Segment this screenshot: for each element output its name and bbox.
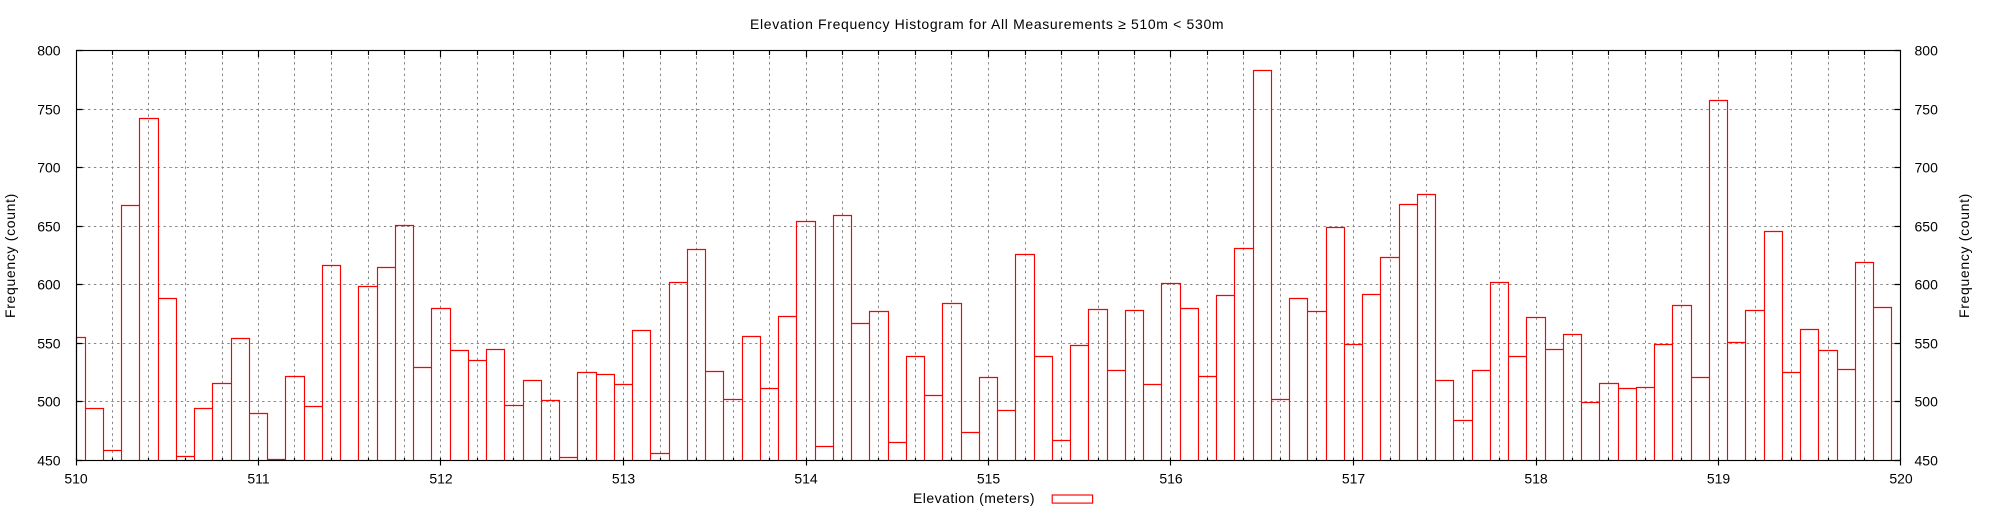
svg-text:517: 517 bbox=[1342, 471, 1366, 487]
svg-text:700: 700 bbox=[37, 160, 61, 176]
svg-text:500: 500 bbox=[37, 394, 61, 410]
svg-text:800: 800 bbox=[37, 43, 61, 59]
svg-text:Elevation Frequency Histogram: Elevation Frequency Histogram for All Me… bbox=[750, 16, 1224, 32]
svg-text:520: 520 bbox=[1889, 471, 1913, 487]
svg-text:800: 800 bbox=[1915, 43, 1939, 59]
svg-text:750: 750 bbox=[37, 102, 61, 118]
svg-text:510: 510 bbox=[64, 471, 88, 487]
svg-text:Elevation (meters): Elevation (meters) bbox=[913, 490, 1035, 506]
svg-text:700: 700 bbox=[1915, 160, 1939, 176]
svg-text:513: 513 bbox=[612, 471, 636, 487]
svg-text:500: 500 bbox=[1915, 394, 1939, 410]
svg-text:518: 518 bbox=[1524, 471, 1548, 487]
svg-text:Frequency (count): Frequency (count) bbox=[1956, 193, 1972, 318]
svg-text:Frequency (count): Frequency (count) bbox=[2, 193, 18, 318]
svg-text:514: 514 bbox=[794, 471, 818, 487]
svg-text:515: 515 bbox=[977, 471, 1001, 487]
svg-text:750: 750 bbox=[1915, 102, 1939, 118]
svg-text:511: 511 bbox=[247, 471, 270, 487]
svg-text:650: 650 bbox=[37, 219, 61, 235]
svg-text:550: 550 bbox=[37, 336, 61, 352]
svg-text:600: 600 bbox=[1915, 277, 1939, 293]
svg-text:519: 519 bbox=[1707, 471, 1731, 487]
svg-text:550: 550 bbox=[1915, 336, 1939, 352]
svg-text:516: 516 bbox=[1159, 471, 1183, 487]
svg-text:650: 650 bbox=[1915, 219, 1939, 235]
svg-text:600: 600 bbox=[37, 277, 61, 293]
svg-text:512: 512 bbox=[429, 471, 453, 487]
svg-text:450: 450 bbox=[37, 453, 61, 469]
svg-text:450: 450 bbox=[1915, 453, 1939, 469]
